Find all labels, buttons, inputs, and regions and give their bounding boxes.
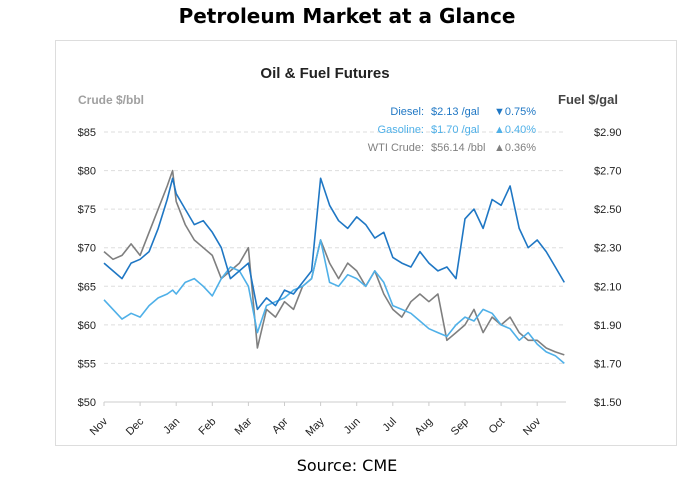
legend-change: ▲0.36% bbox=[494, 142, 536, 154]
left-tick-label: $70 bbox=[78, 243, 96, 255]
right-tick-label: $2.10 bbox=[594, 281, 622, 293]
series-line-diesel bbox=[103, 177, 565, 311]
legend-price: $2.13 /gal bbox=[431, 106, 479, 118]
left-tick-label: $55 bbox=[78, 358, 96, 370]
legend-name: Gasoline: bbox=[378, 124, 424, 136]
left-tick-label: $60 bbox=[78, 320, 96, 332]
x-tick-label: Feb bbox=[197, 416, 219, 438]
x-tick-label: Apr bbox=[270, 415, 291, 436]
page-title: Petroleum Market at a Glance bbox=[178, 4, 516, 28]
x-tick-label: Jan bbox=[161, 416, 182, 437]
x-tick-label: Jul bbox=[380, 416, 398, 434]
right-tick-label: $1.70 bbox=[594, 358, 622, 370]
x-tick-label: Aug bbox=[413, 416, 435, 438]
right-tick-label: $2.30 bbox=[594, 243, 622, 255]
legend-change: ▲0.40% bbox=[494, 124, 536, 136]
legend-price: $56.14 /bbl bbox=[431, 142, 485, 154]
series-line-gasoline bbox=[103, 239, 565, 365]
x-tick-label: Jun bbox=[342, 416, 363, 437]
x-tick-label: Oct bbox=[487, 416, 508, 437]
source-note: Source: CME bbox=[296, 456, 398, 475]
chart-frame bbox=[55, 40, 677, 446]
legend-change: ▼0.75% bbox=[494, 106, 536, 118]
left-tick-label: $65 bbox=[78, 281, 96, 293]
x-tick-label: Mar bbox=[233, 415, 255, 437]
right-axis-label: Fuel $/gal bbox=[558, 92, 618, 107]
right-tick-label: $2.90 bbox=[594, 127, 622, 139]
left-axis-label: Crude $/bbl bbox=[78, 93, 144, 107]
chart-title: Oil & Fuel Futures bbox=[260, 65, 389, 82]
left-tick-label: $80 bbox=[78, 166, 96, 178]
legend-name: Diesel: bbox=[390, 106, 424, 118]
right-tick-label: $1.90 bbox=[594, 320, 622, 332]
right-tick-label: $1.50 bbox=[594, 397, 622, 409]
x-tick-label: Nov bbox=[88, 415, 111, 438]
left-tick-label: $75 bbox=[78, 204, 96, 216]
right-tick-label: $2.70 bbox=[594, 166, 622, 178]
left-tick-label: $85 bbox=[78, 127, 96, 139]
legend-name: WTI Crude: bbox=[368, 142, 424, 154]
series-line-wti-crude bbox=[103, 169, 565, 356]
legend-price: $1.70 /gal bbox=[431, 124, 479, 136]
futures-chart: Oil & Fuel Futures Crude $/bbl Fuel $/ga… bbox=[78, 65, 622, 439]
x-tick-label: May bbox=[304, 415, 328, 439]
right-tick-label: $2.50 bbox=[594, 204, 622, 216]
x-tick-label: Dec bbox=[124, 415, 147, 438]
x-tick-label: Nov bbox=[521, 415, 544, 438]
x-tick-label: Sep bbox=[449, 416, 471, 438]
left-tick-label: $50 bbox=[78, 397, 96, 409]
